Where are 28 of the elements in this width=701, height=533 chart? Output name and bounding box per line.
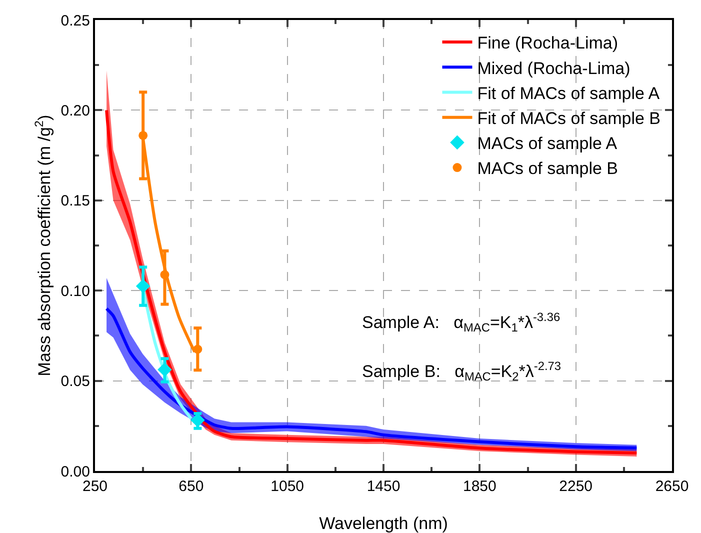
y-tick-label: 0.20 bbox=[60, 102, 90, 120]
annotation: Sample A: α$_{MAC}$=K$_{1}$*λ$^{-3.36}$ bbox=[362, 310, 560, 335]
x-axis-title: Wavelength (nm) bbox=[319, 514, 448, 533]
y-tick-label: 0.25 bbox=[60, 12, 90, 30]
legend-label: MACs of sample A bbox=[477, 134, 618, 154]
x-tick-label: 1050 bbox=[270, 478, 304, 495]
legend-label: Mixed (Rocha-Lima) bbox=[477, 58, 630, 78]
point bbox=[193, 344, 202, 354]
x-tick-label: 650 bbox=[178, 478, 204, 495]
y-tick-label: 0.10 bbox=[60, 282, 90, 300]
annotation: Sample B: α$_{MAC}$=K$_{2}$*λ$^{-2.73}$ bbox=[362, 359, 562, 384]
x-tick-label: 1850 bbox=[462, 478, 496, 495]
legend-label: MACs of sample B bbox=[477, 159, 618, 178]
point bbox=[160, 270, 170, 280]
point bbox=[138, 130, 148, 140]
x-tick-label: 1450 bbox=[366, 478, 400, 495]
line-series bbox=[105, 307, 638, 450]
x-tick-label: 250 bbox=[82, 478, 108, 495]
x-tick-label: 2650 bbox=[655, 478, 689, 495]
y-tick-label: 0.05 bbox=[60, 373, 90, 390]
point bbox=[136, 278, 150, 294]
legend-label: Fit of MACs of sample B bbox=[477, 108, 661, 128]
x-tick-label: 2250 bbox=[559, 478, 593, 495]
y-tick-label: 0.15 bbox=[60, 192, 90, 210]
point bbox=[158, 362, 172, 377]
legend-label: Fit of MACs of sample A bbox=[477, 84, 660, 103]
legend-label: Fine (Rocha-Lima) bbox=[477, 34, 618, 53]
y-tick-label: 0.00 bbox=[60, 463, 90, 480]
